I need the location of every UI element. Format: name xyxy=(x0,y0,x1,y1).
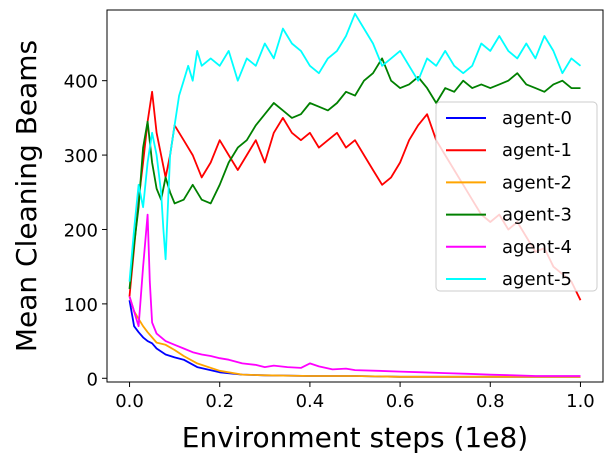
plot-frame xyxy=(106,9,604,383)
y-axis: 0 100 200 300 400 xyxy=(64,72,107,390)
y-axis-title: Mean Cleaning Beams xyxy=(10,40,43,352)
y-tick-label: 400 xyxy=(64,72,98,93)
y-tick-label: 0 xyxy=(87,369,98,390)
legend-label-agent-1: agent-1 xyxy=(502,140,572,161)
legend-label-agent-0: agent-0 xyxy=(502,108,572,129)
y-tick-label: 200 xyxy=(64,220,98,241)
y-tick-label: 300 xyxy=(64,146,98,167)
legend: agent-0 agent-1 agent-2 agent-3 agent-4 agent… xyxy=(435,101,598,292)
x-tick-label: 1.0 xyxy=(566,391,595,412)
series-line-agent-4 xyxy=(128,213,581,377)
series-line-agent-3 xyxy=(128,57,581,290)
legend-label-agent-5: agent-5 xyxy=(502,269,572,290)
series-line-agent-5 xyxy=(128,12,582,282)
x-tick-label: 0.8 xyxy=(476,391,505,412)
y-tick-label: 100 xyxy=(64,295,98,316)
legend-label-agent-4: agent-4 xyxy=(502,237,572,258)
x-axis-title: Environment steps (1e8) xyxy=(182,421,528,454)
series-layer xyxy=(128,12,582,378)
x-tick-label: 0.0 xyxy=(115,391,144,412)
series-line-agent-2 xyxy=(128,296,581,378)
x-tick-label: 0.4 xyxy=(296,391,325,412)
legend-label-agent-3: agent-3 xyxy=(502,205,572,226)
x-tick-label: 0.2 xyxy=(205,391,234,412)
legend-box xyxy=(435,101,598,292)
x-axis: 0.0 0.2 0.4 0.6 0.8 1.0 xyxy=(115,382,595,412)
x-tick-label: 0.6 xyxy=(386,391,415,412)
legend-label-agent-2: agent-2 xyxy=(502,172,572,193)
